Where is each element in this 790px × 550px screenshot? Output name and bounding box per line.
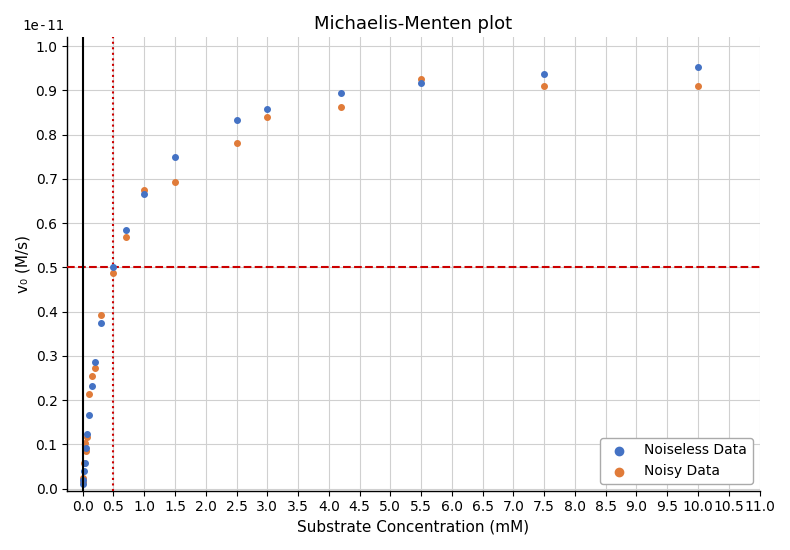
Noiseless Data xyxy=(538,69,551,78)
Noisy Data xyxy=(78,439,91,448)
Noiseless Data xyxy=(95,318,107,327)
Noisy Data xyxy=(261,112,273,121)
Noiseless Data xyxy=(138,189,151,198)
Noisy Data xyxy=(107,269,120,278)
Legend: Noiseless Data, Noisy Data: Noiseless Data, Noisy Data xyxy=(600,438,753,484)
Noisy Data xyxy=(81,433,93,442)
Noisy Data xyxy=(85,372,98,381)
Noisy Data xyxy=(80,447,92,456)
Noiseless Data xyxy=(85,382,98,391)
Noisy Data xyxy=(77,459,90,468)
Noiseless Data xyxy=(415,79,427,87)
Noiseless Data xyxy=(81,430,93,438)
Title: Michaelis-Menten plot: Michaelis-Menten plot xyxy=(314,15,513,33)
Noiseless Data xyxy=(335,89,348,98)
Noiseless Data xyxy=(77,480,89,488)
Noiseless Data xyxy=(82,410,95,419)
Noiseless Data xyxy=(77,467,90,476)
Noisy Data xyxy=(415,74,427,83)
Noiseless Data xyxy=(107,263,120,272)
Noiseless Data xyxy=(88,358,101,366)
Y-axis label: v₀ (M/s): v₀ (M/s) xyxy=(15,235,30,293)
Noisy Data xyxy=(335,102,348,111)
Noisy Data xyxy=(119,232,132,241)
Noiseless Data xyxy=(168,152,181,161)
Noiseless Data xyxy=(261,105,273,114)
Noisy Data xyxy=(692,81,705,90)
Noisy Data xyxy=(168,178,181,186)
Text: 1e-11: 1e-11 xyxy=(22,19,64,33)
Noiseless Data xyxy=(77,475,89,484)
Noisy Data xyxy=(230,139,243,147)
Noisy Data xyxy=(82,389,95,398)
Noiseless Data xyxy=(80,444,92,453)
X-axis label: Substrate Concentration (mM): Substrate Concentration (mM) xyxy=(297,520,529,535)
Noisy Data xyxy=(95,311,107,320)
Noisy Data xyxy=(538,81,551,90)
Noiseless Data xyxy=(692,63,705,72)
Noisy Data xyxy=(88,364,101,373)
Noiseless Data xyxy=(78,459,91,468)
Noiseless Data xyxy=(119,226,132,235)
Noiseless Data xyxy=(230,116,243,124)
Noisy Data xyxy=(77,473,89,482)
Noisy Data xyxy=(77,477,89,486)
Noisy Data xyxy=(138,186,151,195)
